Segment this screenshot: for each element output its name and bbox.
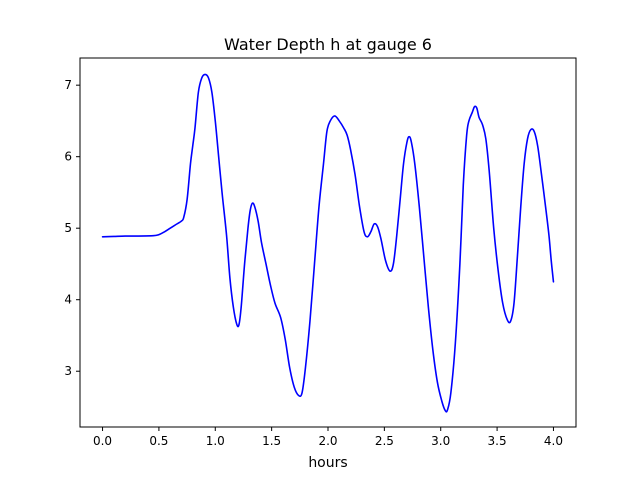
- x-tick-label: 1.0: [206, 434, 225, 448]
- y-tick-label: 4: [64, 293, 72, 307]
- y-tick-label: 6: [64, 150, 72, 164]
- y-tick-label: 3: [64, 364, 72, 378]
- x-tick-label: 4.0: [544, 434, 563, 448]
- y-axis-ticks: 3 4 5 6 7: [64, 78, 80, 378]
- x-tick-label: 1.5: [262, 434, 281, 448]
- x-axis-label: hours: [308, 455, 347, 471]
- x-tick-label: 2.0: [318, 434, 337, 448]
- x-tick-label: 3.0: [431, 434, 450, 448]
- y-tick-label: 5: [64, 221, 72, 235]
- x-tick-label: 0.0: [93, 434, 112, 448]
- chart-title: Water Depth h at gauge 6: [224, 35, 432, 54]
- x-tick-label: 3.5: [488, 434, 507, 448]
- x-axis-ticks: 0.0 0.5 1.0 1.5 2.0 2.5 3.0 3.5 4.0: [93, 427, 563, 448]
- y-tick-label: 7: [64, 78, 72, 92]
- series-line: [101, 73, 555, 413]
- x-tick-label: 2.5: [375, 434, 394, 448]
- plot-area: [101, 73, 555, 413]
- x-tick-label: 0.5: [149, 434, 168, 448]
- axes-frame: [79, 57, 577, 428]
